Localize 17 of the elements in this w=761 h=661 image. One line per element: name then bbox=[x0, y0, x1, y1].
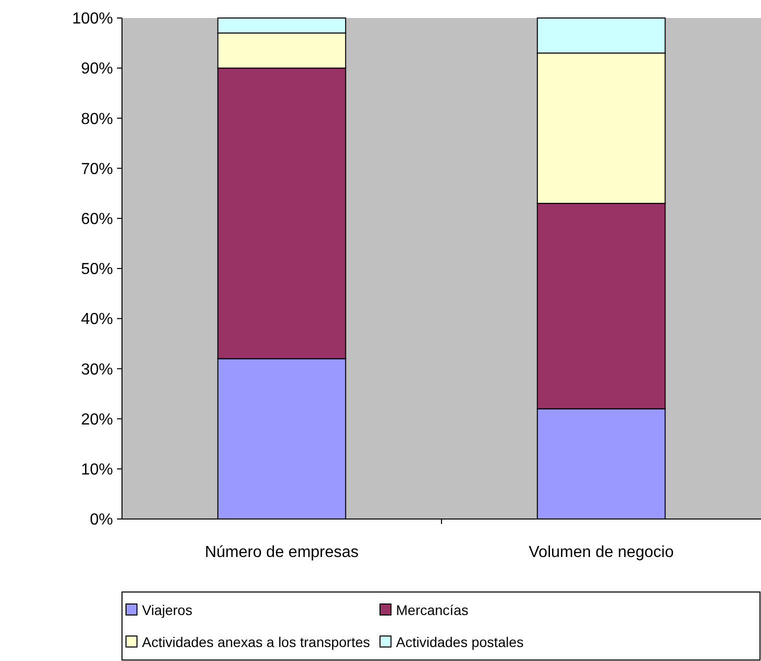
y-tick-label: 90% bbox=[80, 60, 113, 78]
y-tick-label: 40% bbox=[80, 311, 113, 328]
legend-label: Actividades postales bbox=[396, 634, 524, 650]
y-tick-label: 100% bbox=[72, 10, 113, 28]
y-tick-label: 80% bbox=[80, 110, 113, 128]
legend-label: Actividades anexas a los transportes bbox=[142, 634, 370, 650]
x-tick-label: Volumen de negocio bbox=[528, 544, 674, 561]
y-tick-label: 20% bbox=[80, 411, 113, 428]
legend-label: Viajeros bbox=[142, 602, 192, 618]
y-tick-label: 30% bbox=[80, 361, 113, 378]
y-tick-label: 60% bbox=[80, 211, 113, 228]
legend-label: Mercancías bbox=[396, 602, 468, 618]
y-tick-label: 0% bbox=[90, 512, 113, 529]
x-tick-label: Número de empresas bbox=[204, 544, 359, 561]
y-tick-label: 10% bbox=[80, 462, 113, 478]
y-tick-label: 70% bbox=[80, 160, 113, 178]
y-tick-label: 50% bbox=[80, 261, 113, 278]
